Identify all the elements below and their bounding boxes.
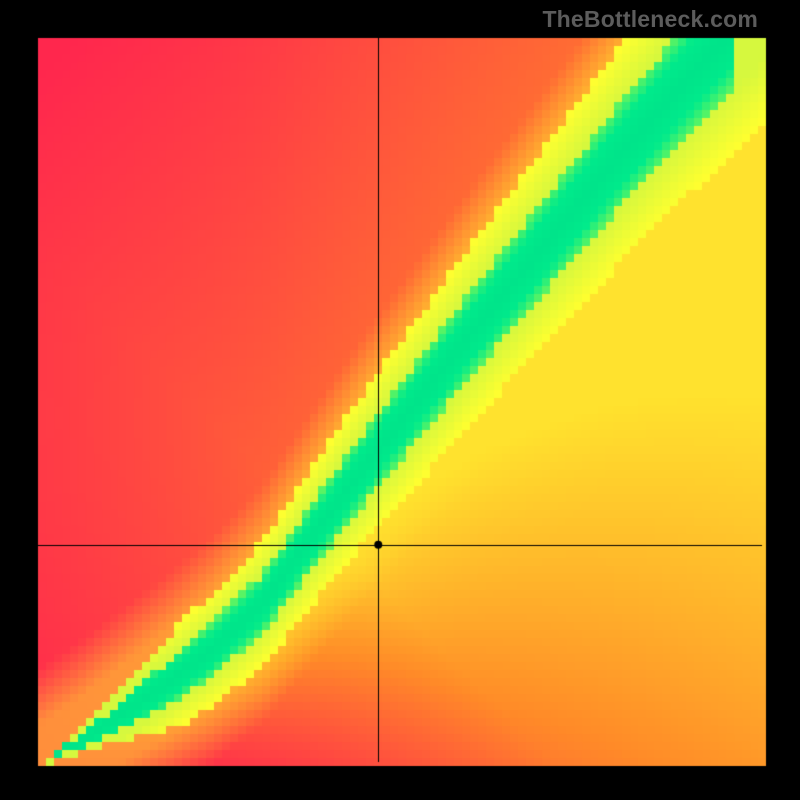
watermark: TheBottleneck.com	[542, 6, 758, 33]
bottleneck-heatmap	[0, 0, 800, 800]
